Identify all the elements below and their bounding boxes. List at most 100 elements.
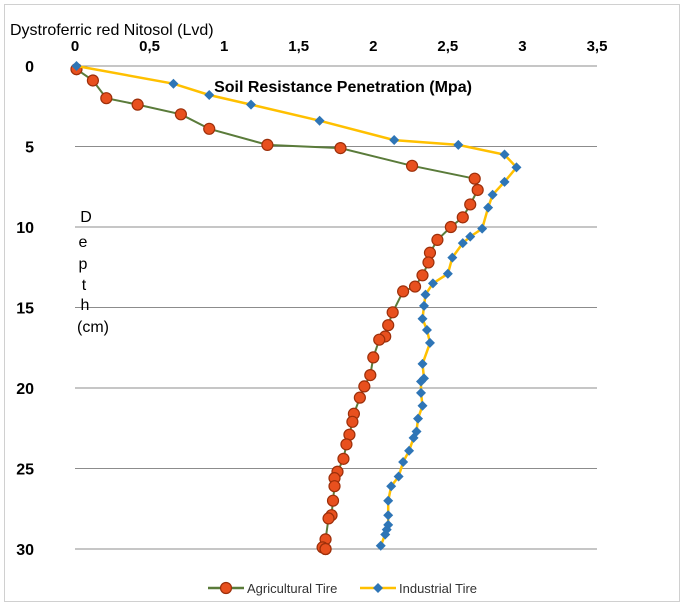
data-point xyxy=(471,183,484,197)
data-point xyxy=(420,289,431,300)
data-point xyxy=(424,337,435,348)
data-point xyxy=(447,252,458,263)
data-point xyxy=(416,387,427,398)
data-point xyxy=(380,529,391,540)
data-point xyxy=(322,512,335,525)
data-point xyxy=(174,108,187,121)
data-point xyxy=(389,135,400,146)
y-tick-label: 5 xyxy=(25,140,34,157)
data-point xyxy=(353,391,366,404)
data-point xyxy=(326,494,340,507)
data-point xyxy=(477,223,488,234)
data-point xyxy=(456,211,469,224)
data-point xyxy=(408,280,422,293)
series-1 xyxy=(71,61,522,551)
y-axis-title-part: h xyxy=(81,297,90,314)
data-point xyxy=(417,358,428,369)
data-point xyxy=(483,202,494,213)
data-point xyxy=(319,542,332,556)
series-line xyxy=(76,64,519,547)
data-point xyxy=(340,438,353,451)
y-tick-label: 15 xyxy=(16,301,34,318)
x-tick-labels: 0 0,5 1 1,5 2 2,5 3 3,5 xyxy=(71,38,608,55)
data-point xyxy=(468,172,481,185)
data-point xyxy=(168,78,179,89)
legend: Agricultural Tire Industrial Tire xyxy=(208,581,477,596)
data-point xyxy=(487,189,498,200)
y-axis-title-part: D xyxy=(80,209,92,226)
data-point xyxy=(337,452,350,465)
y-tick-label: 30 xyxy=(16,542,34,559)
data-point xyxy=(364,369,377,382)
data-point xyxy=(334,142,347,155)
y-tick-label: 0 xyxy=(25,59,34,76)
x-tick-label: 2,5 xyxy=(437,38,458,55)
data-point xyxy=(499,149,510,160)
y-tick-labels: 0 5 10 15 20 25 30 xyxy=(16,59,34,559)
data-point xyxy=(328,480,341,493)
x-tick-label: 1 xyxy=(220,38,228,55)
data-point xyxy=(417,313,428,324)
y-axis-title-part: t xyxy=(82,277,87,294)
x-tick-label: 3,5 xyxy=(587,38,608,55)
data-point xyxy=(404,445,415,456)
data-point xyxy=(416,376,427,387)
data-point xyxy=(442,268,453,279)
data-point xyxy=(465,231,476,242)
y-tick-label: 10 xyxy=(16,220,34,237)
grid-lines xyxy=(75,65,597,550)
data-point xyxy=(431,233,444,246)
data-point xyxy=(86,74,99,87)
data-point xyxy=(100,92,113,105)
x-tick-label: 1,5 xyxy=(288,38,309,55)
data-point xyxy=(261,138,274,151)
legend-marker xyxy=(373,583,383,593)
data-point xyxy=(131,98,144,111)
data-point xyxy=(386,306,399,319)
data-point xyxy=(71,61,82,71)
x-tick-label: 2 xyxy=(369,38,377,55)
y-axis-title-part: (cm) xyxy=(77,319,109,336)
data-point xyxy=(314,115,325,126)
data-point xyxy=(346,415,359,428)
x-tick-label: 0 xyxy=(71,38,79,55)
legend-label: Industrial Tire xyxy=(399,581,477,596)
data-point xyxy=(386,481,397,492)
data-point xyxy=(413,413,424,424)
data-point xyxy=(427,278,438,289)
data-point xyxy=(397,285,410,298)
data-point xyxy=(499,176,510,187)
y-axis-title-part: p xyxy=(79,256,88,273)
data-point xyxy=(383,510,394,521)
data-point xyxy=(375,540,386,551)
series-layer xyxy=(70,61,522,556)
data-point xyxy=(444,220,457,234)
x-axis-title: Soil Resistance Penetration (Mpa) xyxy=(214,79,472,96)
data-point xyxy=(408,432,419,443)
data-point xyxy=(204,89,215,100)
y-tick-label: 25 xyxy=(16,462,34,479)
series-0 xyxy=(70,63,484,556)
data-point xyxy=(457,238,468,249)
data-point xyxy=(453,139,464,150)
data-point xyxy=(421,325,432,336)
data-point xyxy=(511,162,522,173)
data-point xyxy=(203,122,216,135)
data-point xyxy=(245,99,256,110)
data-point xyxy=(358,380,371,393)
data-point xyxy=(418,300,429,311)
data-point xyxy=(382,319,395,332)
legend-marker xyxy=(219,581,233,595)
data-point xyxy=(464,198,477,211)
legend-label: Agricultural Tire xyxy=(247,581,337,596)
data-point xyxy=(373,333,386,346)
data-point xyxy=(405,159,419,172)
data-point xyxy=(416,269,429,282)
data-point xyxy=(367,351,380,364)
x-tick-label: 0,5 xyxy=(139,38,160,55)
data-point xyxy=(383,495,394,506)
data-point xyxy=(422,256,435,269)
chart-title: Dystroferric red Nitosol (Lvd) xyxy=(10,22,214,39)
